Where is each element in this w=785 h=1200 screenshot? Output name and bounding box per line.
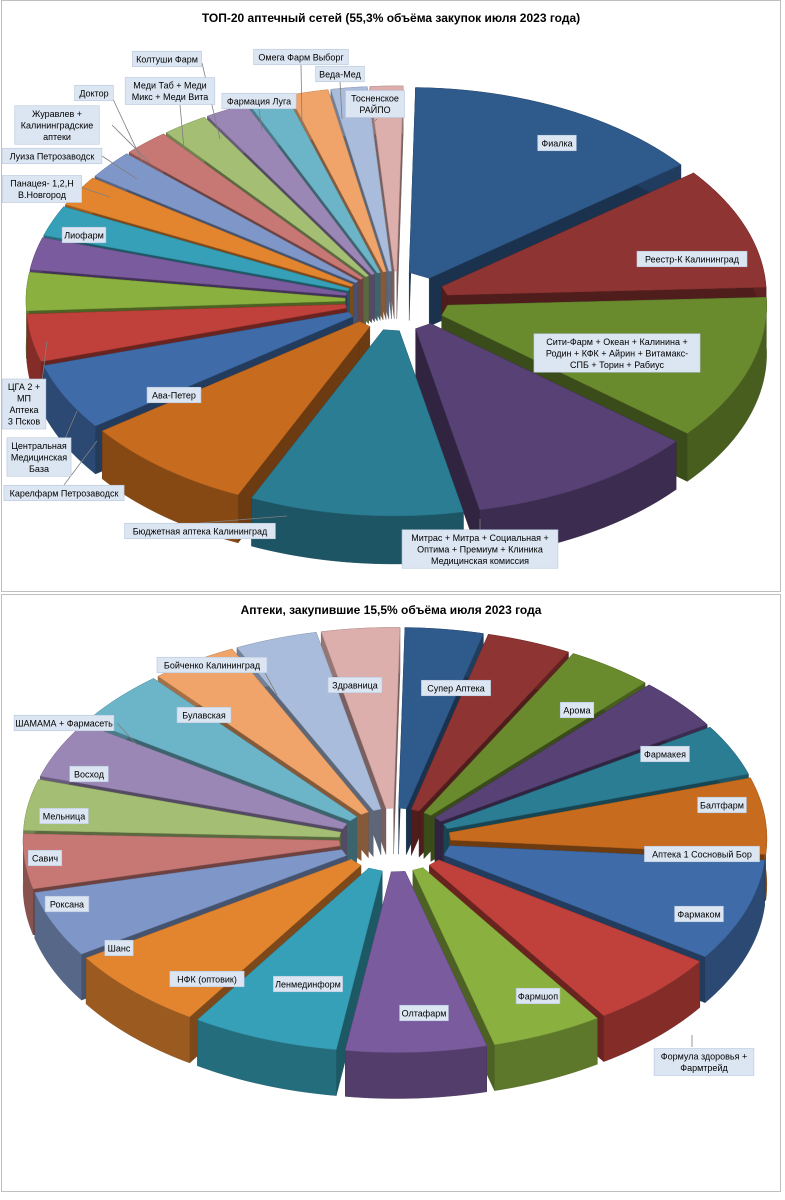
slice-label-text: НФК (оптовик) bbox=[177, 974, 237, 984]
slice-label: Колтуши Фарм bbox=[132, 50, 202, 68]
slice-label-text: Роксана bbox=[50, 899, 84, 909]
slice-label-text: Омега Фарм Выборг bbox=[258, 52, 344, 62]
slice-label-text: Булавская bbox=[182, 710, 226, 720]
slice-label: ЦГА 2 + МП Аптека 3 Псков bbox=[2, 378, 47, 430]
slice-label: Формула здоровья + Фармтрейд bbox=[653, 1048, 755, 1076]
slice-label-text: Ленмединформ bbox=[275, 979, 341, 989]
slice-label-text: Восход bbox=[74, 769, 105, 779]
slice-label-text: Луиза Петрозаводск bbox=[10, 151, 95, 161]
slice-label: Журавлев + Калининградские аптеки bbox=[14, 105, 100, 145]
slice-label: Бойченко Калининград bbox=[156, 656, 268, 674]
slice-label: Мельница bbox=[39, 807, 89, 825]
slice-label: Роксана bbox=[44, 895, 90, 913]
chart-title: Аптеки, закупившие 15,5% объёма июля 202… bbox=[240, 603, 542, 617]
slice-label-text: Олтафарм bbox=[402, 1008, 447, 1018]
slice-label: Олтафарм bbox=[399, 1004, 449, 1022]
slice-label: Супер Аптека bbox=[421, 679, 491, 697]
slice-label-text: Митрас + Митра + Социальная + Оптима + Пр… bbox=[411, 533, 549, 566]
slice-label: Арома bbox=[559, 701, 595, 719]
pie-chart-pharmacies: Супер Аптека Арома Фармакея Балтфарм Аптека … bbox=[13, 627, 768, 1099]
slice-label: Фармакея bbox=[640, 745, 690, 763]
slice-label: Лиофарм bbox=[61, 226, 107, 244]
slice-label: Центральная Медицинская База bbox=[6, 437, 72, 477]
slice-label-text: Мельница bbox=[43, 811, 85, 821]
leader-lines bbox=[116, 670, 693, 1047]
slice-label: Шанс bbox=[104, 939, 134, 957]
slice-label-text: Супер Аптека bbox=[427, 683, 484, 693]
slice-label-text: Аптека 1 Сосновый Бор bbox=[652, 849, 752, 859]
slice-label: Фармаком bbox=[674, 905, 724, 923]
slice-label: Луиза Петрозаводск bbox=[2, 147, 103, 165]
slice-label-text: Тосненское РАЙПО bbox=[351, 94, 399, 116]
slice-label-text: Фиалка bbox=[541, 138, 572, 148]
pie-slice bbox=[344, 871, 488, 1099]
slice-label-text: Шанс bbox=[108, 943, 131, 953]
slice-label-text: Журавлев + Калининградские аптеки bbox=[21, 109, 94, 142]
slice-label: Веда-Мед bbox=[315, 65, 365, 83]
slice-label: Митрас + Митра + Социальная + Оптима + Пр… bbox=[401, 529, 559, 569]
slice-label-text: Балтфарм bbox=[700, 800, 744, 810]
slice-label: Фармшоп bbox=[515, 987, 561, 1005]
slice-label-text: Карелфарм Петрозаводск bbox=[10, 488, 119, 498]
slice-label-text: Фармация Луга bbox=[227, 96, 291, 106]
slice-label: Ава-Петер bbox=[146, 386, 202, 404]
slice-label-text: Лиофарм bbox=[64, 230, 104, 240]
chart-title: ТОП-20 аптечный сетей (55,3% объёма заку… bbox=[201, 11, 581, 25]
slice-label: ШАМАМА + Фармасеть bbox=[13, 714, 115, 732]
slice-label-text: Здравница bbox=[332, 680, 378, 690]
slice-label-text: Доктор bbox=[79, 88, 108, 98]
slice-label-text: ШАМАМА + Фармасеть bbox=[15, 718, 113, 728]
slice-label: Тосненское РАЙПО bbox=[345, 90, 405, 118]
pie-slice bbox=[196, 867, 383, 1096]
slice-label: Реестр-К Калининград bbox=[636, 250, 748, 268]
slice-label-text: Меди Таб + Меди Микс + Меди Вита bbox=[132, 81, 209, 103]
slice-label: Сити-Фарм + Океан + Калинина + Родин + КФ… bbox=[533, 333, 701, 373]
slice-label: Фиалка bbox=[537, 134, 577, 152]
slice-label-text: Панацея- 1,2,Н В.Новгород bbox=[10, 179, 73, 201]
slice-label-text: Арома bbox=[563, 705, 590, 715]
slice-label: Фармация Луга bbox=[221, 92, 297, 110]
slice-label: Бюджетная аптека Калининград bbox=[124, 522, 276, 540]
slice-label: Балтфарм bbox=[697, 796, 747, 814]
slice-label: Ленмединформ bbox=[273, 975, 343, 993]
slice-label-text: Ава-Петер bbox=[152, 390, 196, 400]
slice-label: Карелфарм Петрозаводск bbox=[3, 484, 125, 502]
chart-panel-top20: ТОП-20 аптечный сетей (55,3% объёма заку… bbox=[1, 0, 781, 592]
slice-label-text: Реестр-К Калининград bbox=[645, 254, 740, 264]
slice-label-text: Бойченко Калининград bbox=[164, 660, 261, 670]
slice-label: Восход bbox=[69, 765, 109, 783]
slice-label-text: Фармшоп bbox=[518, 991, 558, 1001]
slice-label: Омега Фарм Выборг bbox=[253, 48, 349, 66]
slice-label: Доктор bbox=[74, 84, 114, 102]
slice-label-text: Центральная Медицинская База bbox=[11, 441, 67, 474]
slice-label: Аптека 1 Сосновый Бор bbox=[644, 845, 760, 863]
slice-label: НФК (оптовик) bbox=[169, 970, 245, 988]
slice-label: Меди Таб + Меди Микс + Меди Вита bbox=[124, 77, 216, 105]
slice-label: Савич bbox=[27, 849, 63, 867]
slice-label: Панацея- 1,2,Н В.Новгород bbox=[2, 175, 83, 203]
chart-panel-pharmacies: Аптеки, закупившие 15,5% объёма июля 202… bbox=[1, 594, 781, 1192]
slice-label-text: Бюджетная аптека Калининград bbox=[133, 526, 268, 536]
slice-label-text: Фармаком bbox=[677, 909, 720, 919]
slice-label-text: Савич bbox=[32, 853, 58, 863]
slice-label-text: ЦГА 2 + МП Аптека 3 Псков bbox=[8, 382, 41, 427]
pie-chart-top20: Фиалка Реестр-К Калининград Сити-Фарм + Ок… bbox=[2, 48, 767, 569]
slice-label-text: Колтуши Фарм bbox=[136, 54, 198, 64]
slice-label-text: Фармакея bbox=[644, 749, 686, 759]
slice-label-text: Веда-Мед bbox=[319, 69, 361, 79]
slice-label: Булавская bbox=[176, 706, 232, 724]
pie-slice bbox=[415, 323, 677, 559]
slice-label-text: Сити-Фарм + Океан + Калинина + Родин + КФ… bbox=[546, 337, 688, 370]
slice-label: Здравница bbox=[327, 676, 383, 694]
slice-label-text: Формула здоровья + Фармтрейд bbox=[661, 1052, 748, 1074]
